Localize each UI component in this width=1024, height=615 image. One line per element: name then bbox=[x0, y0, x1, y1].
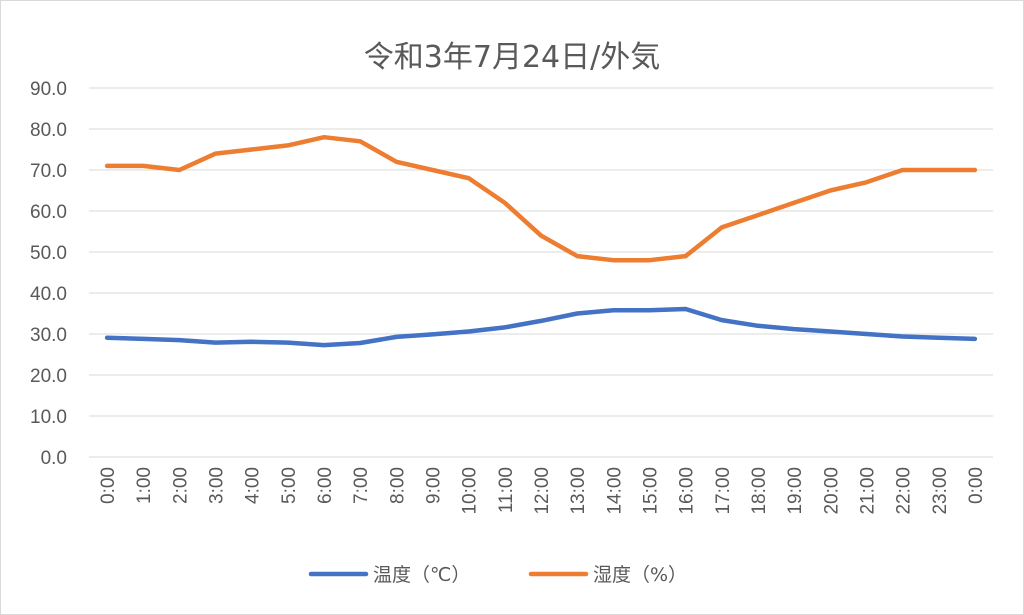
x-tick-label: 21:00 bbox=[857, 467, 878, 515]
y-tick-label: 60.0 bbox=[30, 202, 67, 223]
x-tick-label: 1:00 bbox=[134, 467, 155, 504]
legend-label: 湿度（%） bbox=[593, 564, 687, 586]
x-tick-label: 9:00 bbox=[424, 467, 445, 504]
x-tick-label: 5:00 bbox=[279, 467, 300, 504]
x-tick-label: 6:00 bbox=[315, 467, 336, 504]
gridlines bbox=[89, 87, 993, 458]
y-tick-label: 30.0 bbox=[30, 325, 67, 346]
y-tick-label: 50.0 bbox=[30, 243, 67, 264]
y-tick-label: 90.0 bbox=[30, 79, 67, 100]
x-tick-label: 19:00 bbox=[785, 467, 806, 515]
x-tick-label: 15:00 bbox=[640, 467, 661, 515]
chart-title: 令和3年7月24日/外気 bbox=[364, 40, 660, 75]
y-tick-label: 70.0 bbox=[30, 161, 67, 182]
y-tick-label: 40.0 bbox=[30, 284, 67, 305]
legend-label: 温度（℃） bbox=[373, 564, 470, 586]
series-lines bbox=[104, 134, 978, 348]
y-axis-ticks: 0.0 10.0 20.0 30.0 40.0 50.0 60.0 70.0 80.0 90.0 bbox=[30, 79, 67, 469]
x-tick-label: 12:00 bbox=[532, 467, 553, 515]
x-tick-label: 14:00 bbox=[604, 467, 625, 515]
x-tick-label: 10:00 bbox=[460, 467, 481, 515]
x-tick-label: 22:00 bbox=[894, 467, 915, 515]
series-line-1 bbox=[104, 306, 978, 348]
series-line-2 bbox=[104, 134, 978, 263]
x-axis-ticks: 0:00 1:00 2:00 3:00 4:00 5:00 6:00 7:00 8:00 9:00… bbox=[98, 467, 987, 515]
x-tick-label: 3:00 bbox=[207, 467, 228, 504]
x-tick-label: 16:00 bbox=[677, 467, 698, 515]
y-tick-label: 10.0 bbox=[30, 407, 67, 428]
x-tick-label: 13:00 bbox=[568, 467, 589, 515]
x-tick-label: 17:00 bbox=[713, 467, 734, 515]
x-tick-label: 11:00 bbox=[496, 467, 517, 513]
x-tick-label: 20:00 bbox=[821, 467, 842, 515]
x-tick-label: 23:00 bbox=[930, 467, 951, 515]
y-tick-label: 80.0 bbox=[30, 120, 67, 141]
x-tick-label: 2:00 bbox=[170, 467, 191, 504]
x-tick-label: 7:00 bbox=[351, 467, 372, 504]
x-tick-label: 0:00 bbox=[98, 467, 119, 504]
x-tick-label: 18:00 bbox=[749, 467, 770, 515]
y-tick-label: 0.0 bbox=[41, 448, 67, 469]
x-tick-label: 8:00 bbox=[387, 467, 408, 504]
x-tick-label: 0:00 bbox=[966, 467, 987, 504]
y-tick-label: 20.0 bbox=[30, 366, 67, 387]
x-tick-label: 4:00 bbox=[243, 467, 264, 504]
legend: 温度（℃） 湿度（%） bbox=[308, 564, 687, 586]
